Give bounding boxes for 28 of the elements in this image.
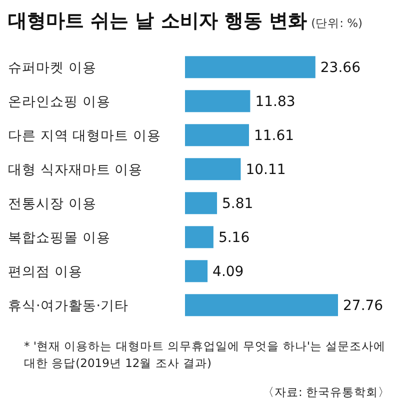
bar <box>185 294 338 316</box>
bar <box>185 158 241 180</box>
bar <box>185 90 250 112</box>
y-tick-label: 다른 지역 대형마트 이용 <box>8 128 161 144</box>
chart-title: 대형마트 쉬는 날 소비자 행동 변화 <box>8 10 308 32</box>
y-tick-label: 휴식·여가활동·기타 <box>8 298 129 314</box>
bar <box>185 260 208 282</box>
data-label: 5.81 <box>222 196 254 212</box>
text: * '현재 이용하는 대형마트 의무휴업일에 무엇을 하나'는 설문조사에 대한 응답(2019년 12월 조사 결과) <box>24 338 387 372</box>
data-label: 5.16 <box>218 230 250 246</box>
chart-subtitle: (단위: %) <box>311 16 363 30</box>
text: 〈자료: 한국유통학회〉 <box>262 385 390 400</box>
y-tick-label: 편의점 이용 <box>8 264 82 280</box>
y-tick-label: 대형 식자재마트 이용 <box>8 162 143 178</box>
bar <box>185 226 214 248</box>
y-tick-label: 전통시장 이용 <box>8 196 96 212</box>
data-label: 10.11 <box>246 162 286 178</box>
bar <box>185 56 316 78</box>
y-tick-label: 온라인쇼핑 이용 <box>8 94 110 110</box>
data-label: 27.76 <box>343 298 384 314</box>
y-tick-label: 복합쇼핑몰 이용 <box>8 230 110 246</box>
y-tick-label: 슈퍼마켓 이용 <box>8 60 96 76</box>
data-label: 23.66 <box>320 60 361 76</box>
data-label: 11.83 <box>255 94 296 110</box>
data-label: 4.09 <box>212 264 244 280</box>
bar <box>185 124 249 146</box>
data-label: 11.61 <box>254 128 294 144</box>
bar <box>185 192 218 214</box>
